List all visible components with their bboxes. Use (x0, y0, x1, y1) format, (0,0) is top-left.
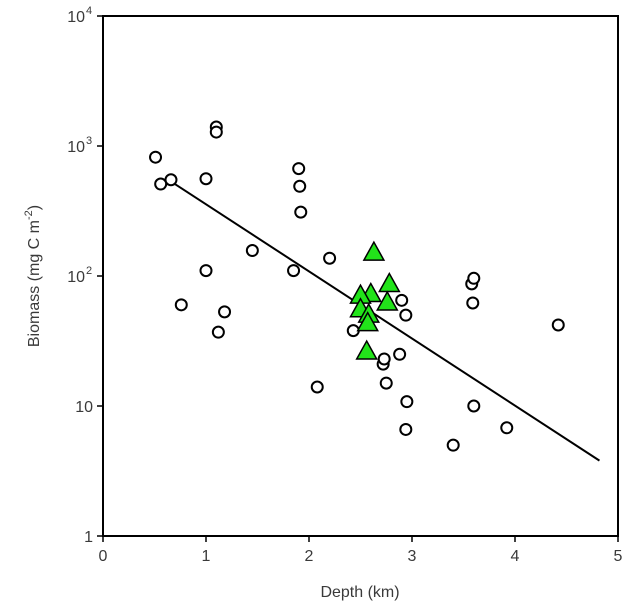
circle-data-point (395, 293, 409, 307)
circle-data-point (149, 150, 163, 164)
circle-data-point (323, 251, 337, 265)
x-tick-label: 1 (202, 548, 211, 565)
circle-data-point (446, 438, 460, 452)
circle-data-point (379, 376, 393, 390)
y-tick-exponent: 4 (86, 5, 92, 17)
circle-data-point (164, 173, 178, 187)
plot-frame (102, 15, 619, 537)
triangle-data-point (362, 240, 386, 261)
circle-data-point (209, 125, 223, 139)
circle-data-point (551, 318, 565, 332)
circle-data-point (199, 264, 213, 278)
x-axis-title: Depth (km) (320, 584, 399, 601)
x-tick-label: 3 (408, 548, 417, 565)
x-tick-label: 2 (305, 548, 314, 565)
circle-data-point (199, 172, 213, 186)
circle-data-point (467, 399, 481, 413)
circle-data-point (245, 244, 259, 258)
triangle-series (349, 240, 401, 360)
triangle-data-point (378, 271, 401, 293)
y-tick-label: 10 (67, 9, 85, 26)
circle-data-point (467, 271, 481, 285)
x-tick-label: 0 (99, 548, 108, 565)
y-tick-label: 10 (67, 139, 85, 156)
triangle-data-point (356, 311, 379, 332)
y-axis-title: Biomass (mg C m-2) (23, 205, 43, 347)
y-axis-title-exponent: -2 (23, 210, 35, 220)
circle-data-point (211, 325, 225, 339)
circle-data-point (500, 421, 514, 435)
circle-data-point (218, 305, 232, 319)
circle-data-point (310, 380, 324, 394)
circle-data-point (293, 179, 307, 193)
circle-data-point (466, 296, 480, 310)
circle-data-point (292, 162, 306, 176)
triangle-data-point (376, 290, 399, 311)
y-tick-exponent: 2 (86, 265, 92, 277)
circle-data-point (294, 205, 308, 219)
circle-series (149, 120, 565, 452)
circle-data-point (400, 395, 414, 409)
circle-data-point (174, 298, 188, 312)
circle-data-point (377, 352, 391, 366)
y-tick-exponent: 3 (86, 135, 92, 147)
x-tick-label: 5 (614, 548, 623, 565)
circle-data-point (399, 422, 413, 436)
regression-line (169, 179, 601, 462)
circle-data-point (399, 308, 413, 322)
triangle-data-point (355, 339, 378, 360)
fit-line-group (169, 179, 601, 462)
circle-data-point (393, 347, 407, 361)
x-tick-label: 4 (511, 548, 520, 565)
y-tick-label: 1 (84, 529, 93, 546)
y-tick-label: 10 (75, 399, 93, 416)
y-tick-label: 10 (67, 269, 85, 286)
circle-data-point (287, 264, 301, 278)
